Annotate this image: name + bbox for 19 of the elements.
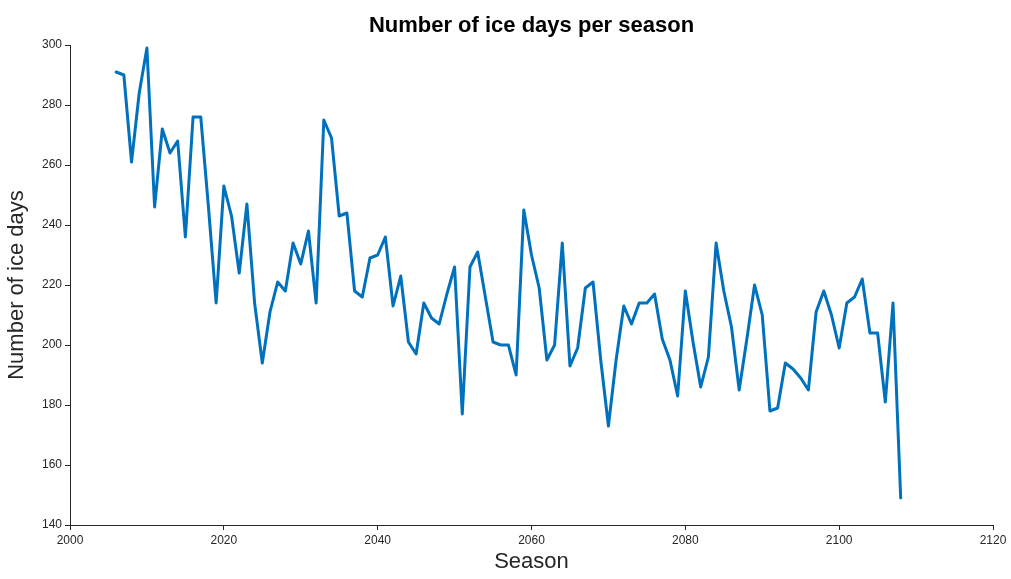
- y-tick-label: 220: [41, 277, 63, 292]
- x-tick-label: 2000: [56, 532, 84, 547]
- y-tick-label: 280: [41, 97, 63, 112]
- x-tick-label: 2120: [979, 532, 1007, 547]
- y-tick-label: 260: [41, 157, 63, 172]
- y-tick-label: 180: [41, 397, 63, 412]
- y-tick-label: 200: [41, 337, 63, 352]
- y-axis-title: Number of ice days: [3, 190, 29, 380]
- x-tick-label: 2080: [671, 532, 699, 547]
- x-tick-label: 2040: [364, 532, 392, 547]
- x-tick-label: 2060: [518, 532, 546, 547]
- y-tick-label: 160: [41, 457, 63, 472]
- y-tick-label: 300: [41, 37, 63, 52]
- x-tick-label: 2020: [210, 532, 238, 547]
- chart-title: Number of ice days per season: [367, 12, 696, 38]
- x-axis-title: Season: [494, 547, 569, 573]
- x-tick-label: 2100: [825, 532, 853, 547]
- y-tick-label: 140: [41, 517, 63, 532]
- y-tick-label: 240: [41, 217, 63, 232]
